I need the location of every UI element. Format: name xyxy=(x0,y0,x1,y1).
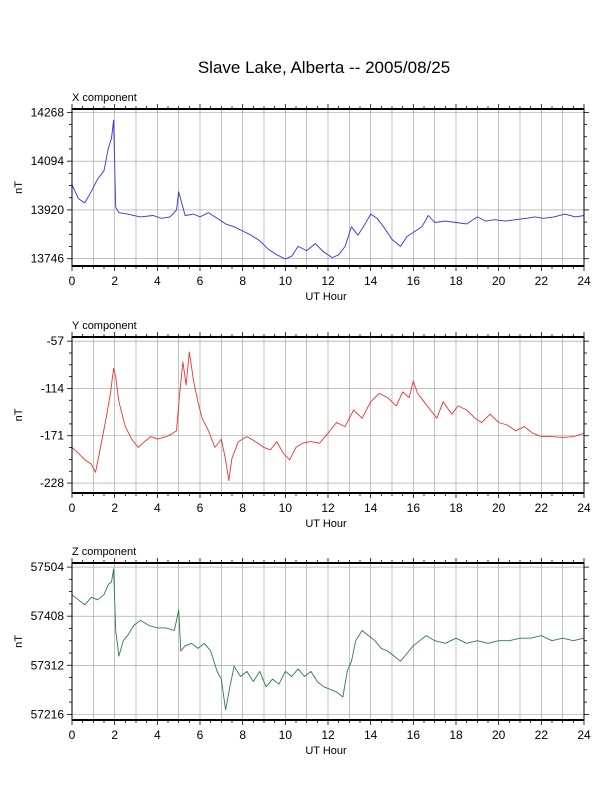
x-tick-label: 14 xyxy=(364,274,378,288)
x-tick-label: 22 xyxy=(535,728,549,742)
x-tick-label: 4 xyxy=(154,501,161,515)
y-tick-label: -114 xyxy=(41,381,64,395)
x-tick-label: 0 xyxy=(69,728,76,742)
x-tick-label: 12 xyxy=(321,274,335,288)
x-tick-label: 24 xyxy=(577,274,591,288)
y-tick-label: -57 xyxy=(47,334,65,348)
x-tick-label: 16 xyxy=(407,728,421,742)
x-tick-label: 0 xyxy=(69,274,76,288)
series-line xyxy=(71,568,585,711)
x-tick-label: 22 xyxy=(535,501,549,515)
x-axis-label: UT Hour xyxy=(305,518,347,530)
panel-title: Y component xyxy=(72,320,137,332)
panel-title: Z component xyxy=(72,546,136,558)
x-tick-label: 20 xyxy=(492,501,506,515)
y-tick-label: 57216 xyxy=(31,707,65,721)
x-tick-label: 18 xyxy=(449,274,463,288)
y-tick-label: 57408 xyxy=(31,609,65,623)
x-tick-label: 4 xyxy=(154,728,161,742)
x-tick-label: 6 xyxy=(197,728,204,742)
chart-panel-0: 0 2 4 6 8 10 12 14 16 18 20 22 241374613920140941426… xyxy=(13,92,591,303)
series-line xyxy=(71,351,585,482)
x-tick-label: 16 xyxy=(407,501,421,515)
x-tick-label: 18 xyxy=(449,501,463,515)
x-tick-label: 2 xyxy=(111,501,118,515)
x-tick-label: 14 xyxy=(364,728,378,742)
y-axis-label: nT xyxy=(13,408,25,421)
x-tick-label: 12 xyxy=(321,728,335,742)
x-tick-label: 24 xyxy=(577,728,591,742)
x-tick-label: 2 xyxy=(111,728,118,742)
y-axis-label: nT xyxy=(13,635,25,648)
x-tick-label: 20 xyxy=(492,274,506,288)
chart-panel-2: 0 2 4 6 8 10 12 14 16 18 20 22 245750457408573125721… xyxy=(13,546,591,757)
y-tick-label: 13920 xyxy=(31,203,65,217)
x-tick-label: 16 xyxy=(407,274,421,288)
x-tick-label: 6 xyxy=(197,501,204,515)
y-tick-label: 57312 xyxy=(31,658,65,672)
x-tick-label: 10 xyxy=(279,728,293,742)
panel-title: X component xyxy=(72,92,137,104)
x-tick-label: 24 xyxy=(577,501,591,515)
page-title: Slave Lake, Alberta -- 2005/08/25 xyxy=(197,58,451,77)
x-tick-label: 8 xyxy=(239,501,246,515)
x-tick-label: 14 xyxy=(364,501,378,515)
x-tick-label: 10 xyxy=(279,274,293,288)
x-tick-label: 4 xyxy=(154,274,161,288)
x-axis-label: UT Hour xyxy=(305,291,347,303)
x-tick-label: 8 xyxy=(239,274,246,288)
y-tick-label: 13746 xyxy=(31,252,65,266)
x-tick-label: 18 xyxy=(449,728,463,742)
y-tick-label: 14268 xyxy=(31,105,65,119)
y-tick-label: 14094 xyxy=(31,154,65,168)
x-axis-label: UT Hour xyxy=(305,745,347,757)
x-tick-label: 0 xyxy=(69,501,76,515)
x-tick-label: 22 xyxy=(535,274,549,288)
x-tick-label: 20 xyxy=(492,728,506,742)
x-tick-label: 8 xyxy=(239,728,246,742)
y-tick-label: -228 xyxy=(40,476,64,490)
y-axis-label: nT xyxy=(13,181,25,194)
x-tick-label: 12 xyxy=(321,501,335,515)
y-tick-label: 57504 xyxy=(31,560,65,574)
x-tick-label: 2 xyxy=(111,274,118,288)
series-line xyxy=(71,119,585,260)
x-tick-label: 10 xyxy=(279,501,293,515)
x-tick-label: 6 xyxy=(197,274,204,288)
y-tick-label: -171 xyxy=(40,429,64,443)
